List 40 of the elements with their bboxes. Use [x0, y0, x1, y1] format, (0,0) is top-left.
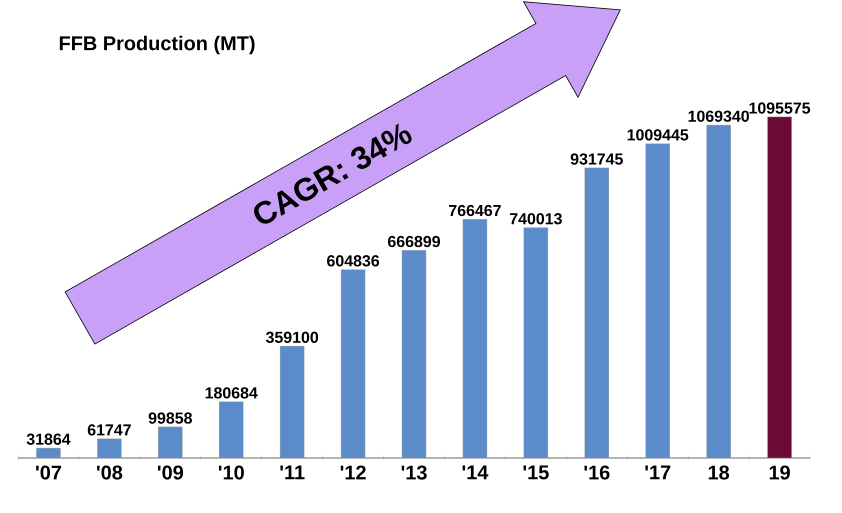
bar	[36, 448, 61, 458]
x-tick-label: '15	[523, 466, 549, 480]
bar	[767, 116, 792, 458]
data-label: 99858	[148, 412, 192, 424]
data-label: 1069340	[688, 110, 749, 122]
x-tick-label: '07	[36, 466, 62, 480]
data-label: 31864	[26, 434, 71, 445]
bar	[584, 168, 609, 458]
x-tick-label: '14	[462, 466, 488, 480]
x-tick-label: '11	[280, 466, 305, 480]
bar	[97, 438, 122, 458]
data-label: 61747	[88, 424, 131, 436]
bar	[280, 346, 304, 458]
data-label: 180684	[206, 387, 258, 399]
data-label: 1095575	[750, 102, 810, 114]
data-label: 931745	[570, 153, 623, 165]
x-tick-label: 19	[770, 466, 790, 480]
bar	[158, 426, 183, 458]
x-tick-label: '16	[584, 466, 610, 480]
bar	[462, 219, 488, 458]
bar	[402, 250, 426, 458]
data-label: 604836	[327, 255, 380, 266]
data-label: 359100	[266, 332, 318, 343]
x-tick-label: '13	[402, 466, 427, 480]
bar	[706, 124, 731, 458]
bar	[340, 269, 366, 458]
data-label: 1009445	[628, 129, 688, 141]
data-label: 766467	[449, 204, 501, 216]
chart-title: FFB Production (MT)	[60, 36, 255, 54]
bar	[524, 227, 548, 458]
x-tick-label: '08	[97, 466, 122, 480]
x-tick-label: 18	[708, 466, 730, 480]
x-tick-label: '17	[645, 466, 670, 480]
x-tick-label: '10	[218, 466, 244, 480]
x-tick-label: '12	[340, 466, 366, 480]
bar	[219, 402, 244, 458]
data-label: 666899	[388, 236, 440, 248]
data-label: 740013	[510, 213, 562, 224]
bar	[646, 144, 670, 458]
x-tick-label: '09	[158, 466, 184, 480]
